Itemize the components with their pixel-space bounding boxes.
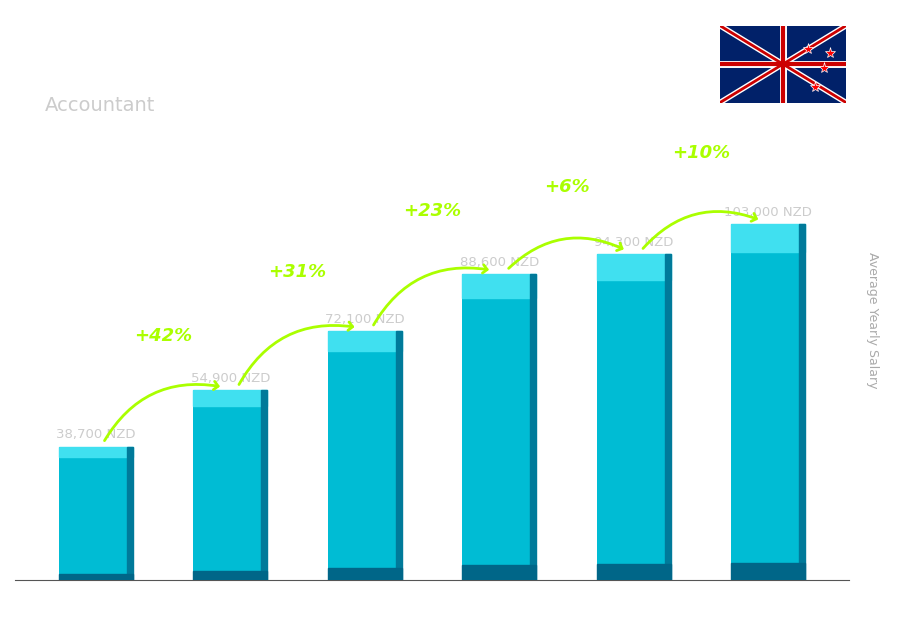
- Text: Accountant: Accountant: [45, 96, 156, 115]
- Bar: [665, 254, 670, 581]
- Bar: [732, 224, 806, 581]
- Bar: [194, 571, 267, 581]
- Text: 38,700 NZD: 38,700 NZD: [56, 428, 136, 441]
- Text: +23%: +23%: [403, 202, 461, 220]
- Bar: [597, 254, 670, 280]
- Bar: [328, 331, 401, 581]
- Text: +31%: +31%: [268, 263, 327, 281]
- Text: salaryexplorer.com: salaryexplorer.com: [368, 613, 532, 628]
- Text: +42%: +42%: [134, 327, 192, 345]
- Bar: [463, 274, 536, 581]
- Bar: [58, 574, 132, 581]
- Bar: [58, 447, 132, 457]
- Bar: [597, 564, 670, 581]
- Text: Salary Comparison By Experience: Salary Comparison By Experience: [45, 45, 621, 74]
- Text: 72,100 NZD: 72,100 NZD: [325, 313, 405, 326]
- Bar: [194, 390, 267, 581]
- Bar: [799, 224, 806, 581]
- Bar: [530, 274, 536, 581]
- Bar: [261, 390, 267, 581]
- Text: 94,300 NZD: 94,300 NZD: [594, 236, 673, 249]
- Bar: [732, 563, 806, 581]
- Bar: [194, 390, 267, 406]
- Bar: [463, 565, 536, 581]
- Text: +10%: +10%: [672, 144, 730, 162]
- Bar: [396, 331, 401, 581]
- Text: 54,900 NZD: 54,900 NZD: [191, 372, 270, 385]
- Bar: [463, 274, 536, 298]
- Bar: [127, 447, 132, 581]
- Text: 103,000 NZD: 103,000 NZD: [724, 206, 812, 219]
- Bar: [732, 224, 806, 253]
- Bar: [328, 568, 401, 581]
- Bar: [597, 254, 670, 581]
- Bar: [58, 447, 132, 581]
- Text: +6%: +6%: [544, 178, 590, 196]
- Text: Average Yearly Salary: Average Yearly Salary: [867, 253, 879, 388]
- Text: 88,600 NZD: 88,600 NZD: [460, 256, 539, 269]
- Bar: [328, 331, 401, 351]
